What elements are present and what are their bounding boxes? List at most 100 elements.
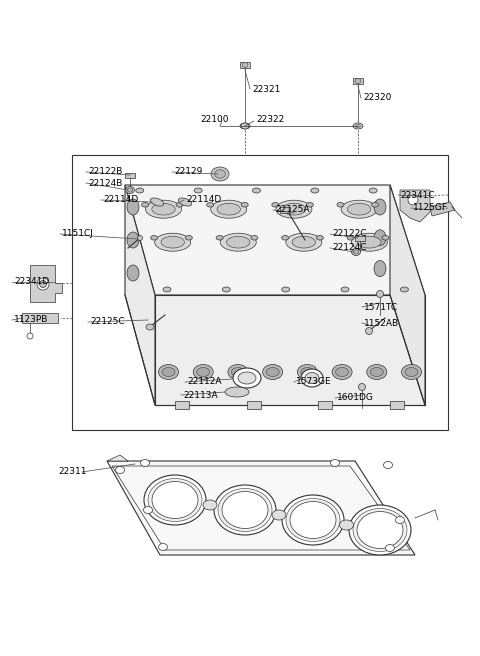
Bar [353, 78, 363, 84]
Text: 22322: 22322 [256, 115, 284, 125]
Ellipse shape [185, 236, 192, 240]
Ellipse shape [240, 123, 250, 129]
Ellipse shape [311, 188, 319, 193]
Ellipse shape [331, 459, 339, 466]
Ellipse shape [194, 188, 202, 193]
Text: 22311: 22311 [58, 468, 86, 476]
Ellipse shape [263, 365, 283, 380]
Ellipse shape [197, 367, 210, 377]
Ellipse shape [151, 236, 157, 240]
Ellipse shape [215, 170, 226, 178]
Ellipse shape [163, 287, 171, 292]
Ellipse shape [372, 203, 379, 207]
Ellipse shape [225, 387, 249, 397]
Ellipse shape [27, 333, 33, 339]
Ellipse shape [220, 233, 256, 251]
Ellipse shape [351, 233, 387, 251]
Ellipse shape [339, 520, 353, 530]
Ellipse shape [385, 544, 395, 552]
Ellipse shape [359, 384, 365, 390]
Ellipse shape [161, 236, 184, 248]
Ellipse shape [367, 365, 387, 380]
Ellipse shape [374, 199, 386, 215]
Ellipse shape [353, 250, 359, 254]
Ellipse shape [286, 233, 322, 251]
Ellipse shape [376, 291, 384, 298]
Ellipse shape [241, 203, 248, 207]
Ellipse shape [290, 501, 336, 539]
Bar [240, 62, 250, 68]
Ellipse shape [214, 485, 276, 535]
Polygon shape [155, 295, 425, 405]
Ellipse shape [347, 236, 354, 240]
Ellipse shape [238, 372, 256, 384]
Bar [355, 236, 365, 241]
Ellipse shape [144, 506, 153, 514]
Ellipse shape [127, 199, 139, 215]
Ellipse shape [39, 281, 47, 287]
Ellipse shape [341, 287, 349, 292]
Ellipse shape [227, 236, 250, 248]
Text: 22341C: 22341C [400, 190, 434, 199]
Ellipse shape [282, 495, 344, 545]
Ellipse shape [152, 482, 198, 518]
Ellipse shape [405, 367, 418, 377]
Ellipse shape [127, 232, 139, 248]
Ellipse shape [216, 236, 223, 240]
Ellipse shape [396, 516, 405, 523]
Bar [390, 401, 404, 409]
Ellipse shape [178, 198, 192, 206]
Ellipse shape [217, 203, 240, 215]
Ellipse shape [351, 249, 360, 255]
Polygon shape [107, 461, 415, 555]
Ellipse shape [374, 230, 386, 246]
Ellipse shape [370, 367, 384, 377]
Ellipse shape [401, 365, 421, 380]
Ellipse shape [231, 367, 244, 377]
Ellipse shape [384, 462, 393, 468]
Ellipse shape [282, 236, 288, 240]
Bar [175, 401, 189, 409]
Ellipse shape [301, 369, 323, 387]
Bar [280, 207, 290, 213]
Text: 22129: 22129 [174, 167, 203, 176]
Text: 1125GF: 1125GF [413, 203, 448, 211]
Polygon shape [107, 455, 128, 461]
Ellipse shape [137, 236, 143, 241]
Text: 1601DG: 1601DG [337, 394, 374, 403]
Ellipse shape [158, 544, 168, 550]
Ellipse shape [241, 123, 249, 129]
Text: 22124B: 22124B [88, 178, 122, 188]
Bar [318, 401, 332, 409]
Text: 22114D: 22114D [103, 195, 138, 205]
Text: 22320: 22320 [363, 92, 391, 102]
Polygon shape [390, 185, 425, 405]
Text: 22125A: 22125A [275, 205, 310, 215]
Ellipse shape [306, 203, 313, 207]
Text: 22122B: 22122B [88, 167, 122, 176]
Ellipse shape [127, 188, 132, 192]
Text: 1152AB: 1152AB [364, 319, 399, 327]
Polygon shape [430, 202, 455, 216]
Ellipse shape [349, 505, 411, 555]
Ellipse shape [337, 203, 344, 207]
Ellipse shape [301, 367, 314, 377]
Polygon shape [400, 190, 430, 222]
Ellipse shape [358, 236, 381, 248]
Ellipse shape [116, 466, 124, 474]
Ellipse shape [148, 478, 202, 522]
Ellipse shape [193, 365, 213, 380]
Polygon shape [22, 313, 58, 323]
Ellipse shape [125, 186, 134, 194]
Text: 22124C: 22124C [332, 243, 367, 253]
Text: 1571TC: 1571TC [364, 302, 398, 312]
Ellipse shape [222, 491, 268, 529]
Ellipse shape [316, 236, 324, 240]
Ellipse shape [211, 200, 247, 218]
Text: 22125C: 22125C [90, 318, 125, 327]
Ellipse shape [146, 324, 154, 330]
Ellipse shape [162, 367, 175, 377]
Text: 1123PB: 1123PB [14, 316, 48, 325]
Ellipse shape [207, 203, 214, 207]
Ellipse shape [176, 203, 183, 207]
